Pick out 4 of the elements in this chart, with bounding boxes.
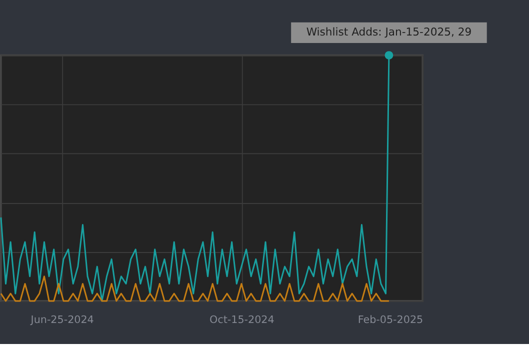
x-tick-label: Jun-25-2024 bbox=[30, 314, 94, 326]
x-tick-label: Oct-15-2024 bbox=[210, 314, 274, 326]
annotation: Wishlist Adds: Jan-15-2025, 29 bbox=[306, 26, 472, 39]
x-tick-label: Feb-05-2025 bbox=[358, 314, 424, 326]
